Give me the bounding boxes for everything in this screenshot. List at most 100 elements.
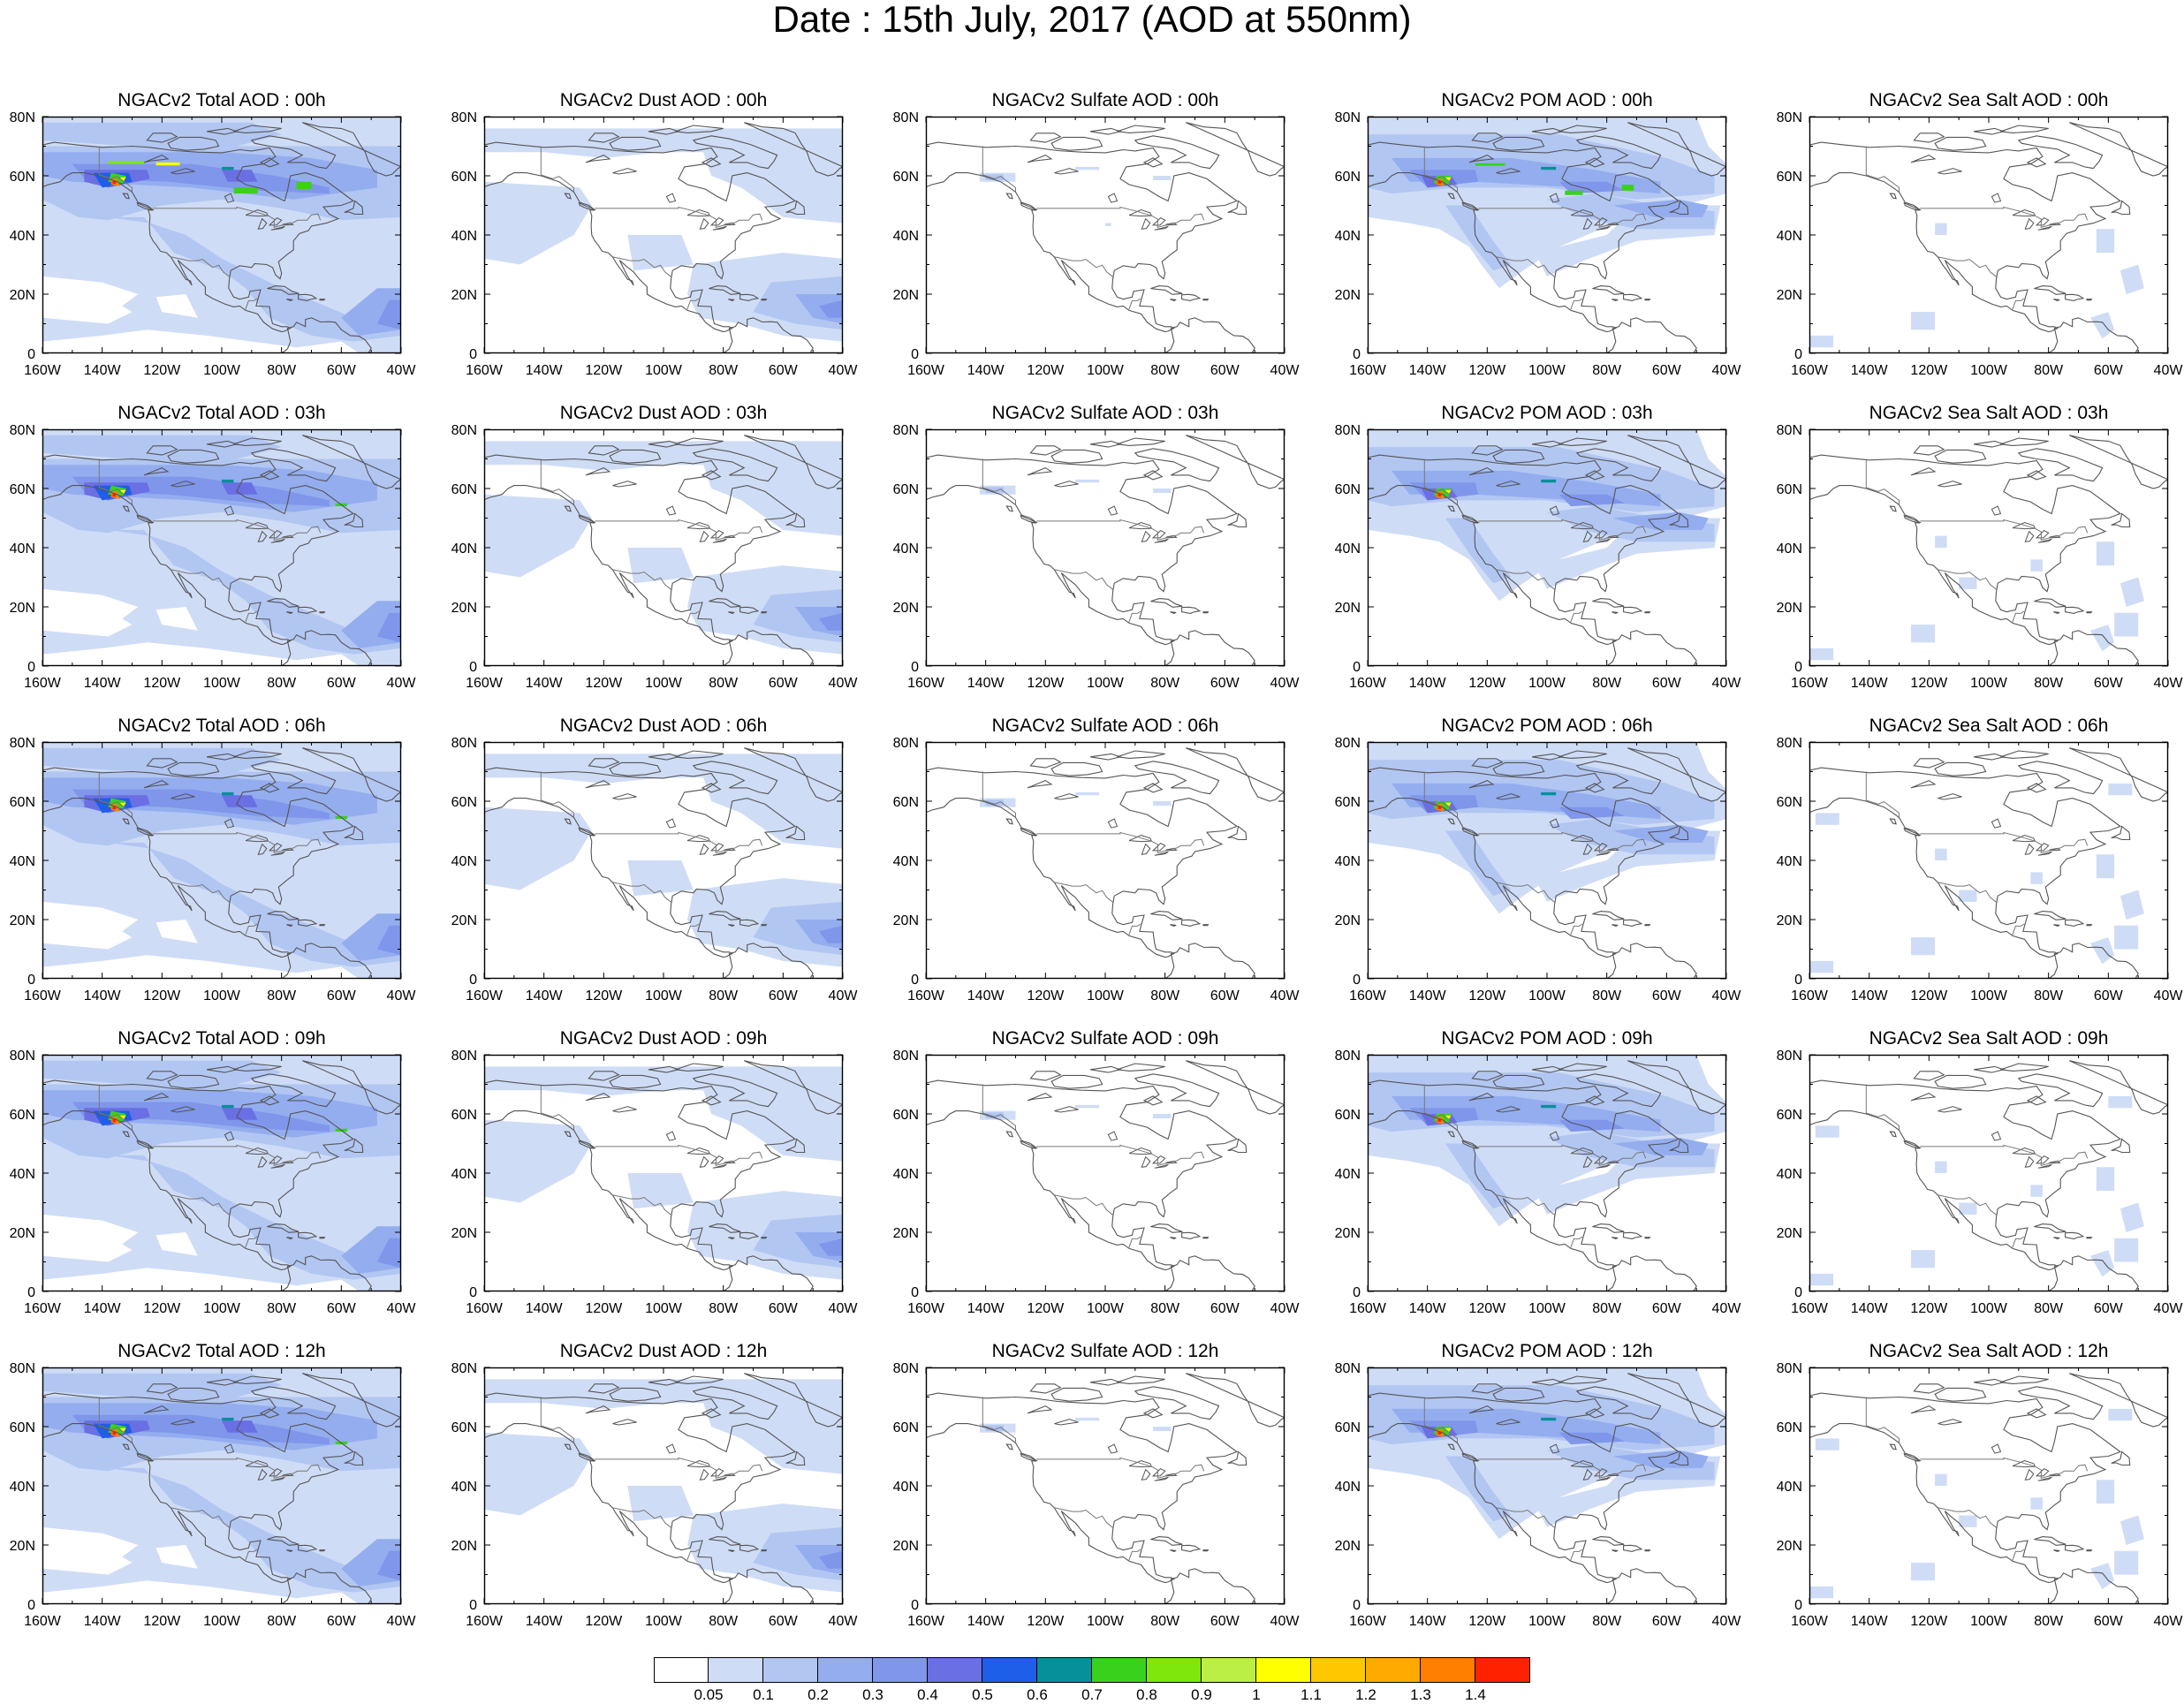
- coastline: [1584, 470, 1605, 481]
- lat-tick-label: 20N: [1777, 913, 1802, 928]
- country-border: [2011, 923, 2025, 936]
- aod-contour-level-1: [1809, 960, 1834, 973]
- coastline: [286, 1549, 293, 1552]
- lake-outline: [2012, 1147, 2036, 1155]
- lat-tick-label: 60N: [893, 170, 919, 185]
- aod-contour-level-1: [2108, 1095, 2133, 1109]
- lat-tick-label: 60N: [1335, 170, 1361, 185]
- lat-tick-label: 20N: [893, 1539, 919, 1554]
- lake-outline: [585, 1405, 611, 1414]
- coastline: [2053, 299, 2060, 301]
- lon-tick-label: 100W: [203, 676, 241, 691]
- colorbar-label: 0.3: [862, 1686, 883, 1703]
- coastline: [1611, 299, 1619, 301]
- lake-outline: [699, 1155, 709, 1168]
- coastline: [1150, 911, 1183, 920]
- coastline: [1558, 437, 1607, 446]
- aod-map: 160W 140W 120W 100W 80W 60W 40W 80N 60N 40N 20N 0: [1335, 423, 1742, 691]
- lake-outline: [143, 1405, 170, 1414]
- coastline: [298, 293, 318, 301]
- lon-tick-label: 40W: [387, 363, 417, 378]
- coastline: [709, 911, 741, 920]
- lat-tick-label: 0: [1794, 1598, 1802, 1613]
- coastline: [233, 750, 282, 759]
- lake-outline: [1141, 1468, 1151, 1481]
- lat-tick-label: 20N: [10, 288, 35, 303]
- lon-tick-label: 140W: [526, 1301, 564, 1316]
- aod-contour-level-1: [1935, 1161, 1947, 1173]
- lake-outline: [245, 1147, 269, 1155]
- country-border: [1478, 519, 1647, 541]
- lon-tick-label: 160W: [24, 1301, 62, 1316]
- lon-tick-label: 160W: [1349, 676, 1387, 691]
- aod-contour-level-11: [1445, 802, 1452, 807]
- aod-contour-level-1: [699, 140, 843, 223]
- lat-tick-label: 80N: [451, 1049, 477, 1064]
- aod-map: 160W 140W 120W 100W 80W 60W 40W 80N 60N 40N 20N 0: [893, 736, 1301, 1003]
- coastline: [1669, 200, 1689, 216]
- aod-contour-level-0: [155, 920, 198, 943]
- aod-contour-level-1: [699, 1390, 843, 1474]
- aod-contour-level-11: [120, 802, 126, 807]
- aod-contour-level-2: [1445, 1143, 1512, 1209]
- lake-outline: [2012, 521, 2036, 530]
- coastline: [1461, 201, 1479, 211]
- coastline: [1181, 606, 1202, 614]
- aod-contour-level-0: [155, 607, 198, 631]
- lon-tick-label: 80W: [267, 363, 297, 378]
- lat-tick-label: 80N: [893, 1049, 919, 1064]
- coastline: [1186, 122, 1285, 177]
- lat-tick-label: 80N: [893, 1361, 919, 1376]
- coastline: [1627, 1373, 1726, 1428]
- lon-tick-label: 120W: [143, 676, 181, 691]
- coastline: [286, 299, 293, 301]
- aod-contour-level-1: [2096, 1167, 2115, 1192]
- coastline: [692, 1073, 778, 1108]
- lon-tick-label: 140W: [526, 363, 564, 378]
- lat-tick-label: 80N: [1335, 1049, 1361, 1064]
- aod-contour-level-4: [376, 612, 401, 643]
- lon-tick-label: 100W: [1087, 363, 1125, 378]
- lat-tick-label: 0: [27, 347, 35, 362]
- coastline: [1934, 761, 1987, 776]
- lon-tick-label: 80W: [1592, 1614, 1622, 1629]
- lat-tick-label: 20N: [893, 601, 919, 616]
- aod-map: 160W 140W 120W 100W 80W 60W 40W 80N 60N 40N 20N 0: [451, 423, 859, 691]
- coastline: [588, 445, 620, 456]
- aod-contour-level-1: [2114, 612, 2139, 637]
- coastline: [1913, 1383, 1945, 1394]
- lake-outline: [171, 481, 195, 488]
- map-panel-total-06h: NGACv2 Total AOD : 06h 160W 140W 120W 100W 80…: [0, 707, 444, 1018]
- colorbar-swatch: [1421, 1657, 1475, 1683]
- lake-outline: [665, 193, 677, 203]
- colorbar-swatch: [982, 1657, 1037, 1683]
- lake-outline: [270, 1476, 285, 1481]
- lake-outline: [709, 529, 724, 539]
- aod-contour-level-1: [2120, 577, 2144, 607]
- coastline: [319, 611, 326, 614]
- lon-tick-label: 80W: [1150, 1614, 1180, 1629]
- lon-tick-label: 80W: [267, 1301, 297, 1316]
- lon-tick-label: 120W: [585, 988, 623, 1003]
- lake-outline: [245, 834, 269, 843]
- country-border: [1478, 1457, 1647, 1479]
- lon-tick-label: 80W: [1150, 363, 1180, 378]
- lat-tick-label: 20N: [1335, 1539, 1361, 1554]
- lon-tick-label: 120W: [143, 1614, 181, 1629]
- lat-tick-label: 0: [469, 1285, 477, 1300]
- country-border: [170, 1194, 230, 1216]
- lat-tick-label: 40N: [893, 541, 919, 557]
- country-border: [1053, 882, 1113, 903]
- colorbar-swatch: [1202, 1657, 1256, 1683]
- lat-tick-label: 80N: [1777, 1049, 1802, 1064]
- lake-outline: [1107, 1443, 1119, 1454]
- coastline: [728, 1237, 735, 1239]
- coastline: [564, 1443, 572, 1450]
- lon-tick-label: 140W: [1851, 676, 1889, 691]
- lat-tick-label: 60N: [10, 1420, 35, 1435]
- coastline: [1142, 1408, 1164, 1419]
- lat-tick-label: 60N: [10, 795, 35, 810]
- coastline: [926, 1079, 1239, 1271]
- lon-tick-label: 140W: [84, 1614, 122, 1629]
- coastline: [709, 285, 741, 295]
